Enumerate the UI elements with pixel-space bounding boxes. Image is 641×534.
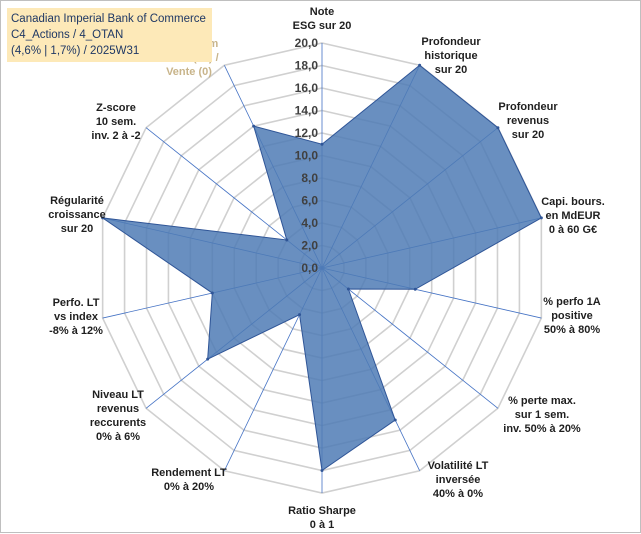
axis-label-line: inversée [436,474,481,486]
data-point [413,287,417,291]
data-point [320,142,324,146]
axis-label-line: 0% à 6% [96,431,140,443]
axis-label-line: Profondeur [421,36,481,48]
data-point [206,357,210,361]
tick-label: 2,0 [301,239,318,253]
tick-label: 0,0 [301,261,318,275]
axis-label: Niveau LT revenus reccurents 0% à 6% [90,389,146,443]
data-point [393,418,397,422]
axis-label-line: Vente (0) [166,66,212,78]
axis-label-line: vs index [54,311,99,323]
axis-label-line: croissance [48,209,105,221]
tick-label: 8,0 [301,171,318,185]
category-line: C4_Actions / 4_OTAN [11,29,124,41]
axis-label-line: -8% à 12% [49,325,103,337]
axis-label-line: Note [310,6,334,18]
axis-label-line: sur 1 sem. [515,409,569,421]
axis-label-line: 0 à 1 [310,519,334,531]
axis-label-line: historique [424,50,477,62]
axis-label-line: % perte max. [508,395,576,407]
axis-label-line: en MdEUR [546,210,601,222]
axis-label: Note ESG sur 20 [293,6,352,32]
axis-label-line: Profondeur [498,101,558,113]
axis-spoke [321,267,499,409]
tick-label: 6,0 [301,194,318,208]
axis-label: Z-score 10 sem. inv. 2 à -2 [91,102,140,142]
axis-label-line: 10 sem. [96,116,136,128]
data-point [418,63,422,67]
axis-label: % perte max. sur 1 sem. inv. 50% à 20% [503,395,581,435]
axis-label: Ratio Sharpe 0 à 1 [288,505,356,531]
tick-label: 4,0 [301,216,318,230]
axis-label-line: 50% à 80% [544,324,600,336]
axis-label-line: Rendement LT [151,467,227,479]
axis-label-line: ESG sur 20 [293,20,352,32]
axis-label: Profondeur revenus sur 20 [498,101,558,141]
axis-label-line: Régularité [50,195,104,207]
tick-label: 10,0 [295,149,319,163]
axis-label-line: Niveau LT [92,389,144,401]
axis-label: Profondeur historique sur 20 [421,36,481,76]
title-box: Canadian Imperial Bank of Commerce C4_Ac… [7,8,212,62]
axis-label-line: 0% à 20% [164,481,214,493]
axis-label: Rendement LT 0% à 20% [151,467,227,493]
axis-label-line: revenus [97,403,139,415]
axis-label-line: revenus [507,115,549,127]
axis-label-line: Perfo. LT [53,297,100,309]
axis-label-line: 0 à 60 G€ [549,224,597,236]
axis-label-line: Z-score [96,102,136,114]
data-point [496,126,500,130]
axis-label: Perfo. LT vs index -8% à 12% [49,297,103,337]
axis-label-line: inv. 2 à -2 [91,130,140,142]
tick-label: 14,0 [295,104,319,118]
data-point [320,469,324,472]
axis-label: Capi. bours. en MdEUR 0 à 60 G€ [541,196,605,236]
axis-label-line: Volatilité LT [428,460,489,472]
tick-label: 16,0 [295,81,319,95]
axis-label-line: % perfo 1A [543,296,601,308]
data-point [539,216,543,220]
data-point [210,291,214,295]
company-name: Canadian Imperial Bank of Commerce [11,13,206,25]
data-point [298,313,302,317]
axis-label-line: Ratio Sharpe [288,505,356,517]
axis-label: Régularité croissance sur 20 [48,195,105,235]
tick-label: 18,0 [295,59,319,73]
tick-label: 20,0 [295,36,319,50]
data-point [101,216,105,220]
axis-label-line: 40% à 0% [433,488,483,500]
axis-label-line: inv. 50% à 20% [503,423,581,435]
data-point [252,124,256,128]
axis-label-line: sur 20 [435,64,467,76]
data-point [285,238,289,242]
data-point [346,287,350,291]
stats-line: (4,6% | 1,7%) / 2025W31 [11,45,140,57]
axis-label-line: sur 20 [61,223,93,235]
axis-label: % perfo 1A positive 50% à 80% [543,296,601,336]
axis-label: Volatilité LT inversée 40% à 0% [428,460,489,500]
tick-layer: 0,0 2,0 4,0 6,0 8,0 10,0 12,0 14,0 16,0 18,0 20,0 [295,36,319,275]
axis-label-line: sur 20 [512,129,544,141]
axis-label-line: Capi. bours. [541,196,605,208]
axis-label-line: reccurents [90,417,146,429]
series-layer [101,63,543,472]
axis-label-line: positive [551,310,593,322]
tick-label: 12,0 [295,126,319,140]
